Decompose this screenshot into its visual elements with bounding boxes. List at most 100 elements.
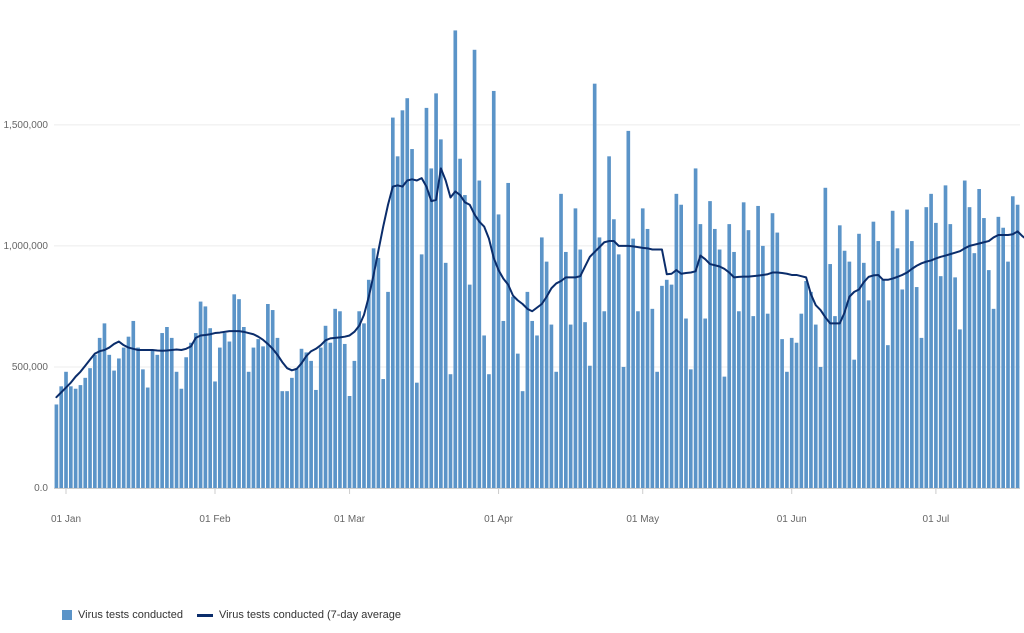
bar[interactable]: [616, 254, 621, 488]
bar[interactable]: [924, 207, 929, 488]
bar[interactable]: [232, 294, 237, 488]
bar[interactable]: [886, 345, 890, 488]
bar[interactable]: [390, 117, 395, 488]
bar[interactable]: [314, 389, 318, 488]
bar[interactable]: [112, 370, 116, 488]
bar[interactable]: [972, 253, 977, 488]
bar[interactable]: [919, 337, 924, 488]
bar[interactable]: [751, 316, 756, 488]
bar[interactable]: [674, 193, 679, 488]
bar[interactable]: [607, 156, 611, 488]
bar[interactable]: [64, 371, 68, 488]
bar[interactable]: [866, 300, 871, 488]
bar[interactable]: [578, 249, 583, 488]
bar[interactable]: [905, 209, 909, 488]
bar[interactable]: [150, 350, 155, 488]
bar[interactable]: [491, 90, 496, 488]
legend-item-bars[interactable]: Virus tests conducted: [62, 609, 183, 621]
bar[interactable]: [189, 342, 193, 488]
bar[interactable]: [861, 262, 866, 488]
bar[interactable]: [237, 299, 241, 488]
bar[interactable]: [573, 208, 578, 488]
bar[interactable]: [828, 264, 832, 488]
bar[interactable]: [684, 318, 688, 488]
bar[interactable]: [588, 365, 592, 488]
bar[interactable]: [953, 277, 957, 488]
bar[interactable]: [592, 83, 597, 489]
bar[interactable]: [857, 233, 861, 488]
bar[interactable]: [347, 396, 352, 488]
bar[interactable]: [564, 251, 568, 488]
legend-item-line[interactable]: Virus tests conducted (7-day average: [196, 609, 401, 621]
bar[interactable]: [270, 310, 275, 488]
bar[interactable]: [102, 323, 107, 488]
bar[interactable]: [554, 371, 559, 488]
bar[interactable]: [165, 327, 169, 488]
bar[interactable]: [910, 241, 914, 488]
bar[interactable]: [943, 185, 948, 488]
bar[interactable]: [895, 248, 900, 488]
bar[interactable]: [612, 219, 616, 488]
bar[interactable]: [174, 371, 179, 488]
bar[interactable]: [722, 376, 727, 488]
bar[interactable]: [688, 369, 693, 488]
bar[interactable]: [583, 322, 587, 488]
bar[interactable]: [717, 249, 722, 488]
bar[interactable]: [179, 388, 184, 488]
bar[interactable]: [395, 156, 400, 488]
bar[interactable]: [487, 374, 491, 488]
bar[interactable]: [934, 222, 938, 488]
bar[interactable]: [68, 386, 73, 488]
bar[interactable]: [434, 93, 438, 489]
bar[interactable]: [794, 342, 799, 488]
bar[interactable]: [693, 168, 698, 489]
bar[interactable]: [145, 387, 150, 488]
bar[interactable]: [261, 346, 265, 488]
bar[interactable]: [621, 366, 626, 488]
bar[interactable]: [93, 354, 97, 488]
bar[interactable]: [126, 336, 131, 488]
bar[interactable]: [318, 347, 323, 488]
bar[interactable]: [511, 296, 515, 488]
bar[interactable]: [246, 371, 251, 488]
bar[interactable]: [549, 324, 554, 488]
bar[interactable]: [242, 327, 246, 488]
bar[interactable]: [765, 313, 770, 488]
bar[interactable]: [357, 311, 361, 488]
bar[interactable]: [756, 205, 760, 488]
bar[interactable]: [352, 360, 357, 488]
bar[interactable]: [501, 320, 506, 488]
bar[interactable]: [304, 352, 309, 488]
bar[interactable]: [525, 291, 530, 488]
bar[interactable]: [914, 287, 919, 488]
bar[interactable]: [650, 308, 655, 488]
bar[interactable]: [660, 285, 664, 488]
bar[interactable]: [54, 404, 59, 488]
bar[interactable]: [568, 324, 573, 488]
bar[interactable]: [280, 391, 285, 488]
bar[interactable]: [458, 158, 462, 489]
bar[interactable]: [708, 201, 712, 489]
bar[interactable]: [520, 391, 525, 488]
bar[interactable]: [203, 306, 208, 488]
bar[interactable]: [876, 241, 881, 488]
bar[interactable]: [741, 202, 746, 488]
bar[interactable]: [424, 107, 429, 488]
bar[interactable]: [1015, 204, 1020, 489]
bar[interactable]: [559, 193, 563, 488]
bar[interactable]: [948, 224, 953, 489]
bar[interactable]: [213, 381, 217, 488]
bar[interactable]: [256, 339, 261, 488]
bar[interactable]: [198, 301, 203, 488]
bar[interactable]: [809, 291, 813, 488]
bar[interactable]: [266, 304, 270, 488]
bar[interactable]: [371, 248, 376, 488]
bar[interactable]: [703, 318, 708, 488]
bar[interactable]: [227, 341, 232, 488]
bar[interactable]: [141, 369, 145, 488]
bar[interactable]: [429, 168, 434, 489]
bar[interactable]: [515, 353, 520, 488]
bar[interactable]: [381, 379, 386, 488]
bar[interactable]: [799, 313, 804, 488]
bar[interactable]: [386, 291, 390, 488]
